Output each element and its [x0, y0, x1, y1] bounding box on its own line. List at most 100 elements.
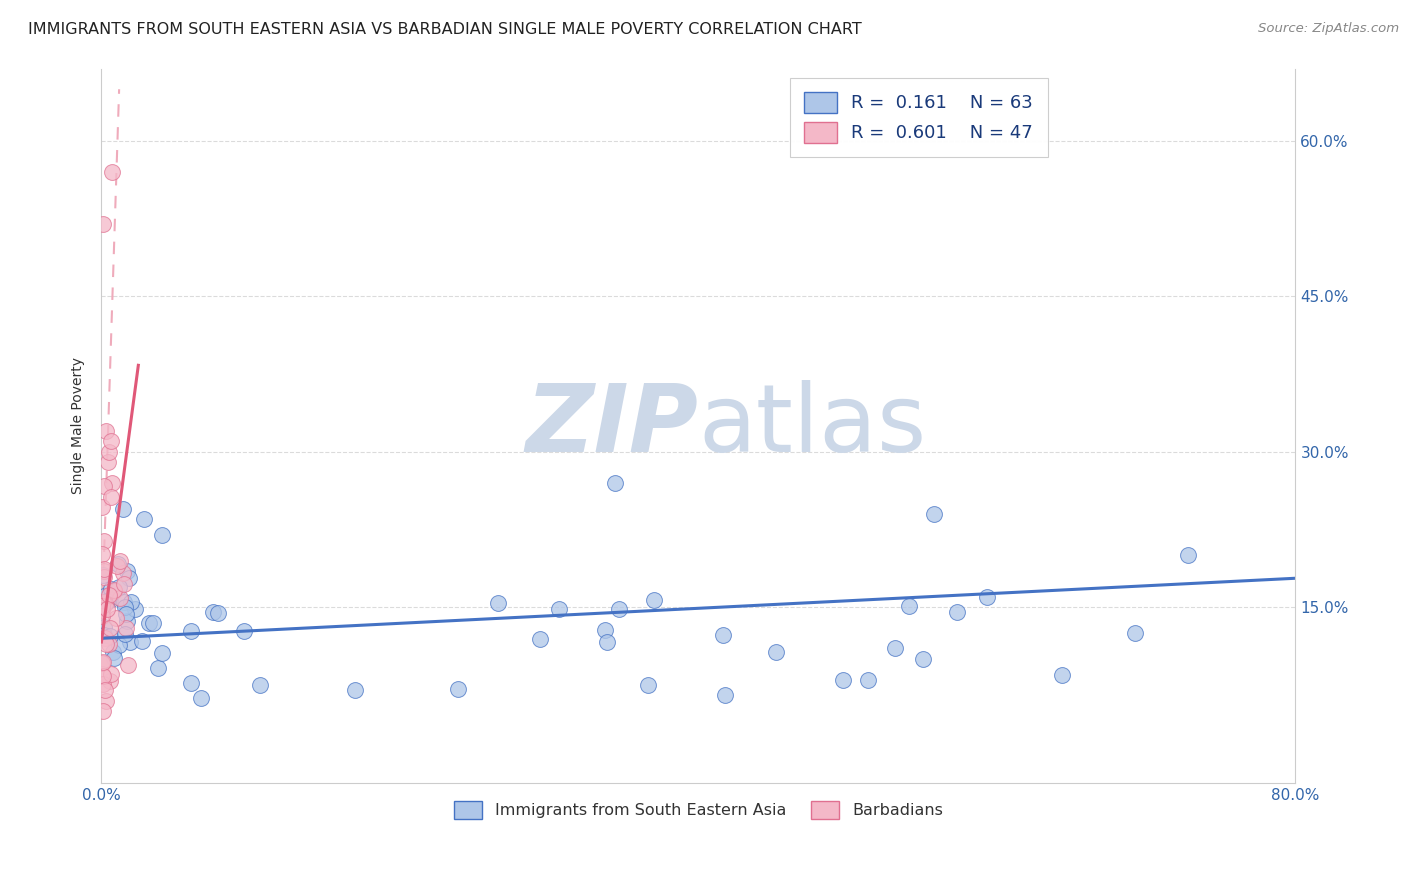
- Point: [112, 594, 135, 608]
- Point: [856, 673, 879, 687]
- Point: [93, 562, 115, 576]
- Point: [711, 628, 734, 642]
- Point: [97, 455, 120, 469]
- Point: [91, 655, 114, 669]
- Point: [98, 588, 121, 602]
- Point: [548, 601, 571, 615]
- Point: [96, 594, 118, 608]
- Point: [108, 554, 131, 568]
- Y-axis label: Single Male Poverty: Single Male Poverty: [72, 358, 86, 494]
- Point: [107, 581, 129, 595]
- Point: [94, 683, 117, 698]
- Point: [603, 475, 626, 490]
- Point: [118, 571, 141, 585]
- Point: [103, 651, 125, 665]
- Point: [1177, 549, 1199, 563]
- Point: [114, 627, 136, 641]
- Point: [120, 635, 142, 649]
- Point: [446, 682, 468, 697]
- Point: [596, 635, 619, 649]
- Point: [93, 631, 115, 645]
- Point: [97, 445, 120, 459]
- Point: [112, 566, 135, 580]
- Point: [96, 602, 118, 616]
- Point: [117, 658, 139, 673]
- Point: [91, 500, 114, 514]
- Point: [115, 614, 138, 628]
- Point: [180, 624, 202, 638]
- Point: [100, 582, 122, 597]
- Point: [91, 603, 114, 617]
- Point: [115, 564, 138, 578]
- Point: [93, 620, 115, 634]
- Point: [114, 599, 136, 614]
- Point: [98, 674, 121, 689]
- Point: [91, 667, 114, 681]
- Point: [146, 661, 169, 675]
- Point: [91, 547, 114, 561]
- Point: [100, 490, 122, 504]
- Point: [104, 611, 127, 625]
- Point: [93, 598, 115, 612]
- Point: [91, 599, 114, 614]
- Point: [529, 632, 551, 647]
- Point: [1050, 667, 1073, 681]
- Point: [101, 475, 124, 490]
- Point: [884, 641, 907, 656]
- Text: IMMIGRANTS FROM SOUTH EASTERN ASIA VS BARBADIAN SINGLE MALE POVERTY CORRELATION : IMMIGRANTS FROM SOUTH EASTERN ASIA VS BA…: [28, 22, 862, 37]
- Point: [93, 595, 115, 609]
- Point: [108, 591, 131, 605]
- Point: [100, 667, 122, 681]
- Point: [142, 616, 165, 631]
- Point: [131, 634, 153, 648]
- Point: [91, 217, 114, 231]
- Point: [831, 673, 853, 687]
- Point: [637, 678, 659, 692]
- Point: [101, 645, 124, 659]
- Point: [91, 656, 114, 670]
- Legend: Immigrants from South Eastern Asia, Barbadians: Immigrants from South Eastern Asia, Barb…: [447, 794, 949, 825]
- Point: [202, 605, 225, 619]
- Point: [91, 656, 114, 670]
- Point: [93, 533, 115, 548]
- Point: [103, 582, 125, 597]
- Point: [98, 621, 121, 635]
- Point: [713, 689, 735, 703]
- Point: [607, 601, 630, 615]
- Point: [91, 669, 114, 683]
- Point: [249, 678, 271, 692]
- Point: [97, 636, 120, 650]
- Text: ZIP: ZIP: [526, 380, 699, 472]
- Point: [108, 638, 131, 652]
- Point: [105, 558, 128, 573]
- Point: [94, 637, 117, 651]
- Point: [93, 564, 115, 578]
- Point: [912, 652, 935, 666]
- Point: [94, 424, 117, 438]
- Point: [976, 590, 998, 604]
- Text: atlas: atlas: [699, 380, 927, 472]
- Point: [94, 693, 117, 707]
- Point: [643, 592, 665, 607]
- Point: [232, 624, 254, 639]
- Point: [115, 607, 138, 621]
- Point: [101, 165, 124, 179]
- Point: [93, 589, 115, 603]
- Point: [946, 605, 969, 619]
- Point: [91, 676, 114, 690]
- Point: [207, 607, 229, 621]
- Point: [98, 593, 121, 607]
- Point: [922, 507, 945, 521]
- Point: [486, 596, 509, 610]
- Point: [150, 646, 173, 660]
- Point: [132, 512, 155, 526]
- Point: [114, 577, 136, 591]
- Point: [107, 557, 129, 571]
- Point: [593, 623, 616, 637]
- Point: [180, 675, 202, 690]
- Point: [138, 615, 160, 630]
- Text: Source: ZipAtlas.com: Source: ZipAtlas.com: [1258, 22, 1399, 36]
- Point: [898, 599, 921, 613]
- Point: [115, 621, 138, 635]
- Point: [765, 645, 787, 659]
